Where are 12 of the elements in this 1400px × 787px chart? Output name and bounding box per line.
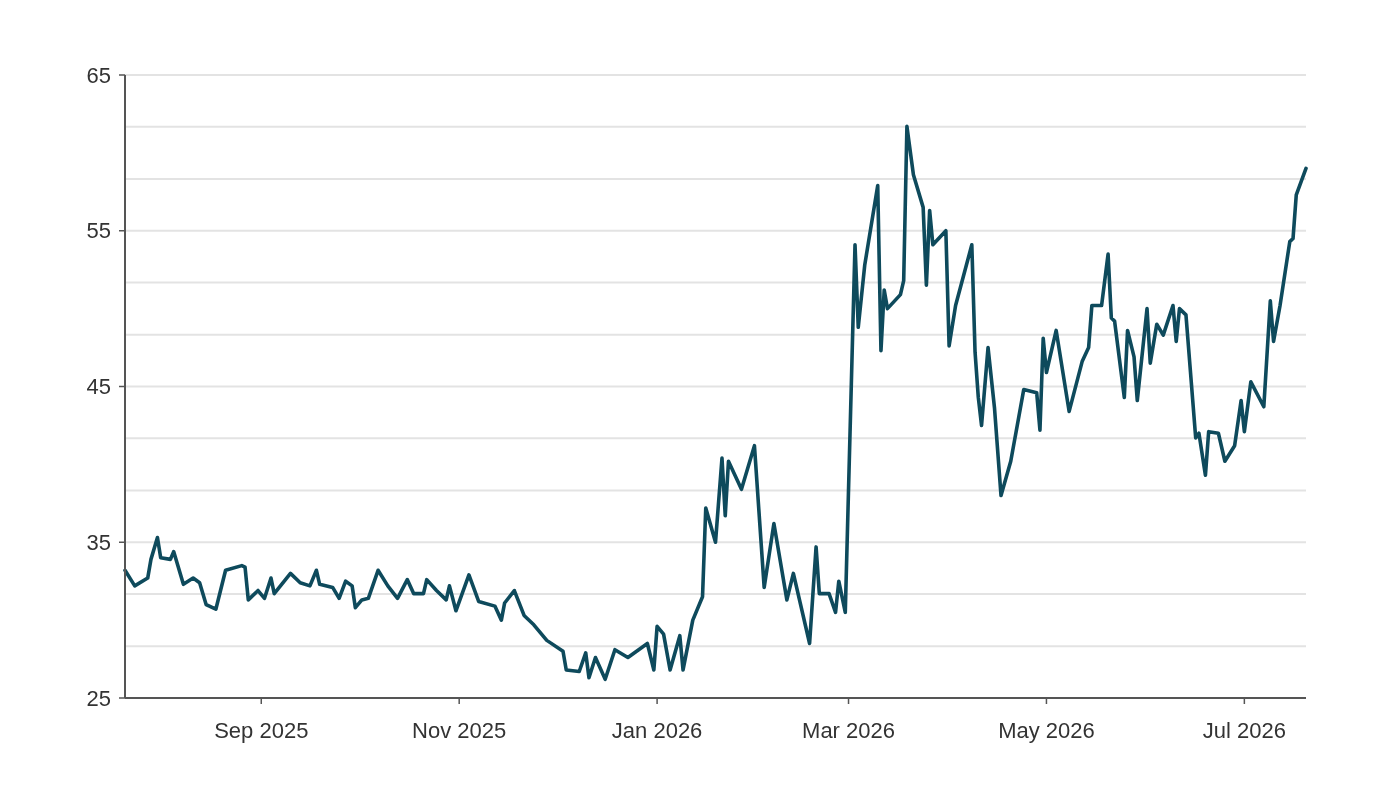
x-tick-label: Mar 2026 bbox=[802, 718, 895, 743]
y-tick-label: 25 bbox=[86, 685, 111, 711]
x-tick-label: Jul 2026 bbox=[1202, 718, 1286, 743]
x-tick-label: Sep 2025 bbox=[214, 718, 309, 743]
x-tick-label: Jan 2026 bbox=[611, 718, 703, 743]
y-tick-label: 35 bbox=[86, 529, 111, 555]
y-tick-label: 55 bbox=[86, 218, 111, 244]
y-tick-label: 45 bbox=[86, 374, 111, 400]
x-tick-label: Nov 2025 bbox=[412, 718, 507, 743]
y-tick-label: 65 bbox=[86, 62, 111, 88]
x-tick-label: May 2026 bbox=[998, 718, 1095, 743]
line-series bbox=[123, 124, 1308, 682]
